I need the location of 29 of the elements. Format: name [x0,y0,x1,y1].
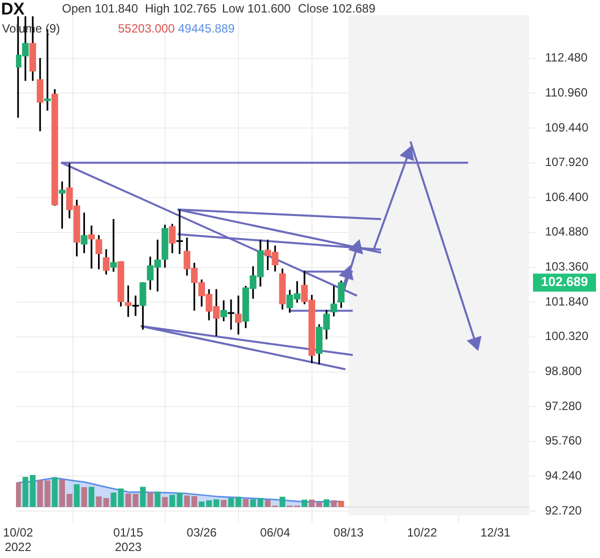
y-tick-label: 101.840 [545,294,589,308]
y-tick-label: 112.480 [545,50,588,65]
text: Close 102.689 [298,1,376,16]
y-tick-label: 106.400 [545,190,589,204]
x-tick-label: 10/22 [406,526,438,540]
text: 102.689 [541,274,588,290]
y-tick-label: 95.760 [545,434,582,448]
y-tick-label: 103.360 [545,260,589,274]
y-tick-label: 107.920 [545,155,589,170]
x-tick-label: 12/31 [480,526,511,540]
chart-title: DX [1,0,26,19]
y-tick-label: 97.280 [545,398,582,413]
x-tick-label: 08/13 [334,526,364,540]
annotation: 49445.889 [178,21,236,36]
text: Low 101.600 [222,1,292,16]
y-tick-label: 109.440 [545,120,589,134]
x-tick-label: 10/02 2022 [3,526,34,554]
x-tick-label: 06/04 [260,526,290,540]
y-tick-label: 98.800 [545,364,582,378]
text: High 102.765 [145,1,217,16]
annotation: 55203.000 [118,21,176,36]
y-tick-label: 100.320 [545,329,589,344]
y-tick-label: 104.880 [545,224,589,239]
text: Open 101.840 [62,1,138,16]
x-tick-label: 03/26 [186,526,217,540]
x-tick-label: 01/15 2023 [113,526,144,554]
y-tick-label: 92.720 [545,503,582,518]
y-tick-label: 94.240 [545,468,582,483]
y-tick-label: 110.960 [545,85,588,100]
